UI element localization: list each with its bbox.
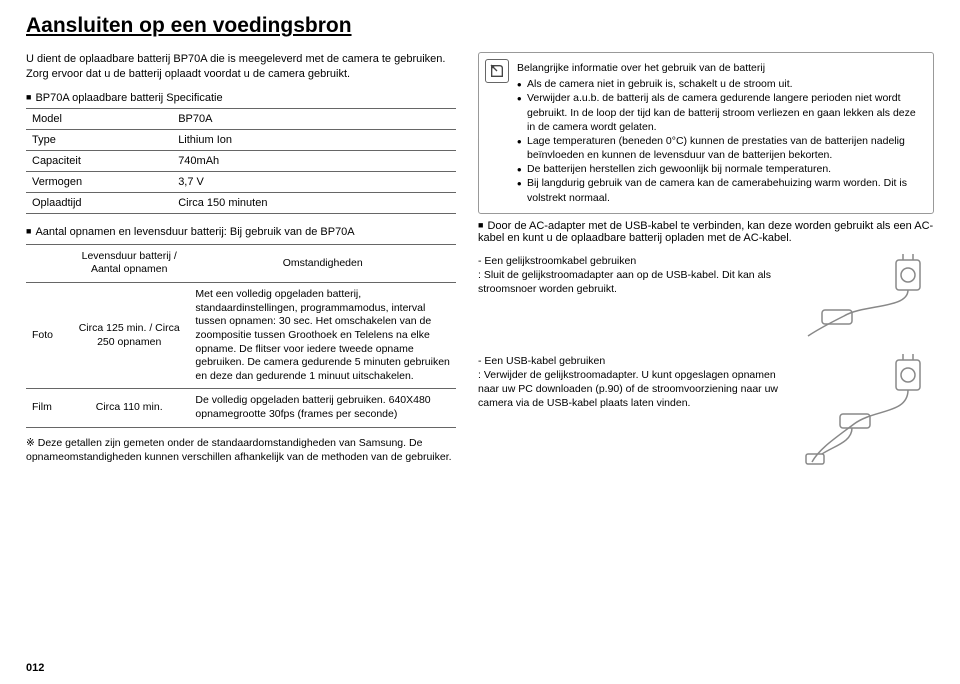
- info-bullet: Verwijder a.u.b. de batterij als de came…: [517, 91, 923, 134]
- info-heading: Belangrijke informatie over het gebruik …: [517, 61, 923, 75]
- table-row: TypeLithium Ion: [26, 129, 456, 150]
- footnote-text: Deze getallen zijn gemeten onder de stan…: [26, 437, 452, 463]
- usb-title: - Een USB-kabel gebruiken: [478, 354, 794, 368]
- dc-title: - Een gelijkstroomkabel gebruiken: [478, 254, 794, 268]
- table-row: ModelBP70A: [26, 108, 456, 129]
- intro-text: U dient de oplaadbare batterij BP70A die…: [26, 52, 456, 82]
- note-icon: [485, 59, 509, 83]
- usage-header-1: Levensduur batterij / Aantal opnamen: [69, 244, 189, 282]
- table-row: Film Circa 110 min. De volledig opgelade…: [26, 389, 456, 427]
- table-row: OplaadtijdCirca 150 minuten: [26, 192, 456, 213]
- spec-val: 740mAh: [172, 150, 456, 171]
- left-column: U dient de oplaadbare batterij BP70A die…: [26, 52, 456, 474]
- usage-heading: Aantal opnamen en levensduur batterij: B…: [26, 226, 456, 238]
- spec-val: Circa 150 minuten: [172, 192, 456, 213]
- usage-foto-label: Foto: [26, 282, 69, 388]
- spec-key: Oplaadtijd: [26, 192, 172, 213]
- usb-cable-illustration: [804, 354, 934, 474]
- spec-heading: BP70A oplaadbare batterij Specificatie: [26, 92, 456, 104]
- spec-key: Vermogen: [26, 171, 172, 192]
- table-row: Capaciteit740mAh: [26, 150, 456, 171]
- info-box: Belangrijke informatie over het gebruik …: [478, 52, 934, 214]
- info-bullet: De batterijen herstellen zich gewoonlijk…: [517, 162, 923, 176]
- spec-val: BP70A: [172, 108, 456, 129]
- usage-table: Levensduur batterij / Aantal opnamen Oms…: [26, 244, 456, 428]
- ac-note: Door de AC-adapter met de USB-kabel te v…: [478, 220, 934, 244]
- info-bullet: Lage temperaturen (beneden 0°C) kunnen d…: [517, 134, 923, 162]
- spec-val: 3,7 V: [172, 171, 456, 192]
- usb-section: - Een USB-kabel gebruiken : Verwijder de…: [478, 354, 934, 474]
- spec-val: Lithium Ion: [172, 129, 456, 150]
- spec-key: Type: [26, 129, 172, 150]
- info-bullet: Bij langdurig gebruik van de camera kan …: [517, 176, 923, 204]
- dc-body: : Sluit de gelijkstroomadapter aan op de…: [478, 268, 794, 296]
- page-number: 012: [26, 662, 44, 674]
- page-title: Aansluiten op een voedingsbron: [26, 14, 934, 38]
- spec-key: Model: [26, 108, 172, 129]
- table-row: Foto Circa 125 min. / Circa 250 opnamen …: [26, 282, 456, 388]
- table-row: Levensduur batterij / Aantal opnamen Oms…: [26, 244, 456, 282]
- usage-film-label: Film: [26, 389, 69, 427]
- usage-film-cond: De volledig opgeladen batterij gebruiken…: [189, 389, 456, 427]
- usage-foto-cond: Met een volledig opgeladen batterij, sta…: [189, 282, 456, 388]
- dc-cable-illustration: [804, 254, 934, 344]
- usage-film-val: Circa 110 min.: [69, 389, 189, 427]
- spec-key: Capaciteit: [26, 150, 172, 171]
- usage-header-2: Omstandigheden: [189, 244, 456, 282]
- info-bullet: Als de camera niet in gebruik is, schake…: [517, 77, 923, 91]
- dc-section: - Een gelijkstroomkabel gebruiken : Slui…: [478, 254, 934, 344]
- right-column: Belangrijke informatie over het gebruik …: [478, 52, 934, 474]
- table-row: Vermogen3,7 V: [26, 171, 456, 192]
- usb-body: : Verwijder de gelijkstroomadapter. U ku…: [478, 368, 794, 411]
- usage-foto-val: Circa 125 min. / Circa 250 opnamen: [69, 282, 189, 388]
- spec-table: ModelBP70A TypeLithium Ion Capaciteit740…: [26, 108, 456, 214]
- footnote: Deze getallen zijn gemeten onder de stan…: [26, 436, 456, 464]
